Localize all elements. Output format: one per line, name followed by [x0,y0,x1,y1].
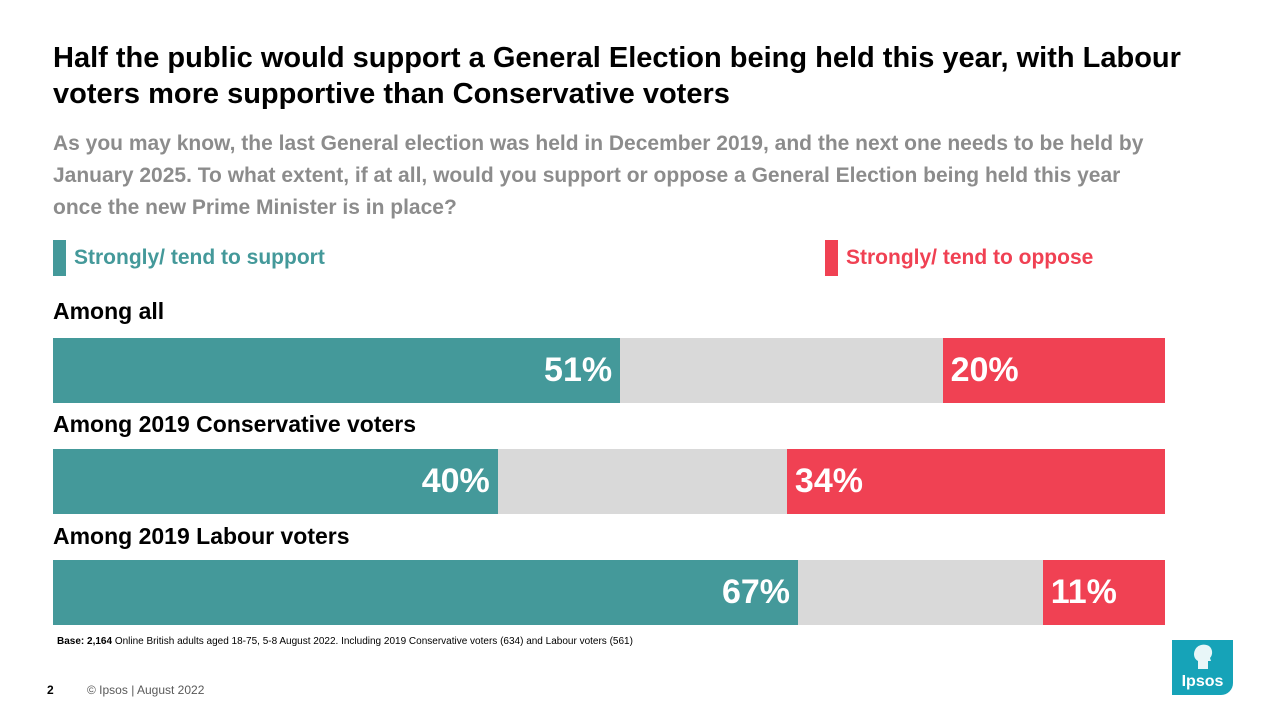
bar-labour-oppose-label: 11% [1050,573,1117,611]
bar-conservative-oppose-label: 34% [794,462,863,500]
group-label-labour: Among 2019 Labour voters [53,523,350,549]
base-note-bold: Base: 2,164 [57,636,113,647]
group-label-conservative: Among 2019 Conservative voters [53,411,417,437]
bar-all-oppose: 20% [942,338,1165,403]
legend-oppose-label: Strongly/ tend to oppose [846,246,1094,269]
legend-support-label: Strongly/ tend to support [74,246,325,269]
legend-support-swatch [53,240,66,276]
ipsos-logo: Ipsos [1172,640,1233,695]
legend-oppose-swatch [825,240,838,276]
bar-conservative: 40% 34% [53,449,1165,514]
bar-all-oppose-label: 20% [950,351,1019,389]
bar-all-support: 51% [53,338,621,403]
question-text: As you may know, the last General electi… [53,132,1144,219]
base-note-text: Online British adults aged 18-75, 5-8 Au… [112,636,633,647]
legend-support: Strongly/ tend to support [53,240,325,276]
page-title: Half the public would support a General … [53,42,1181,110]
page-number: 2 [47,683,54,697]
bar-all: 51% 20% [53,338,1165,403]
group-label-all: Among all [53,298,165,324]
bar-all-support-label: 51% [544,351,613,389]
bar-conservative-oppose: 34% [786,449,1165,514]
base-note: Base: 2,164 Online British adults aged 1… [57,636,633,647]
bar-conservative-support: 40% [53,449,498,514]
bar-conservative-support-label: 40% [421,462,490,500]
bar-labour-support: 67% [53,560,799,625]
bar-labour: 67% 11% [53,560,1165,625]
copyright: © Ipsos | August 2022 [87,683,205,697]
ipsos-head-icon [1193,644,1212,669]
legend-oppose: Strongly/ tend to oppose [825,240,1093,276]
bar-labour-support-label: 67% [721,573,791,611]
bar-labour-oppose: 11% [1042,560,1165,625]
logo-text: Ipsos [1181,673,1224,690]
